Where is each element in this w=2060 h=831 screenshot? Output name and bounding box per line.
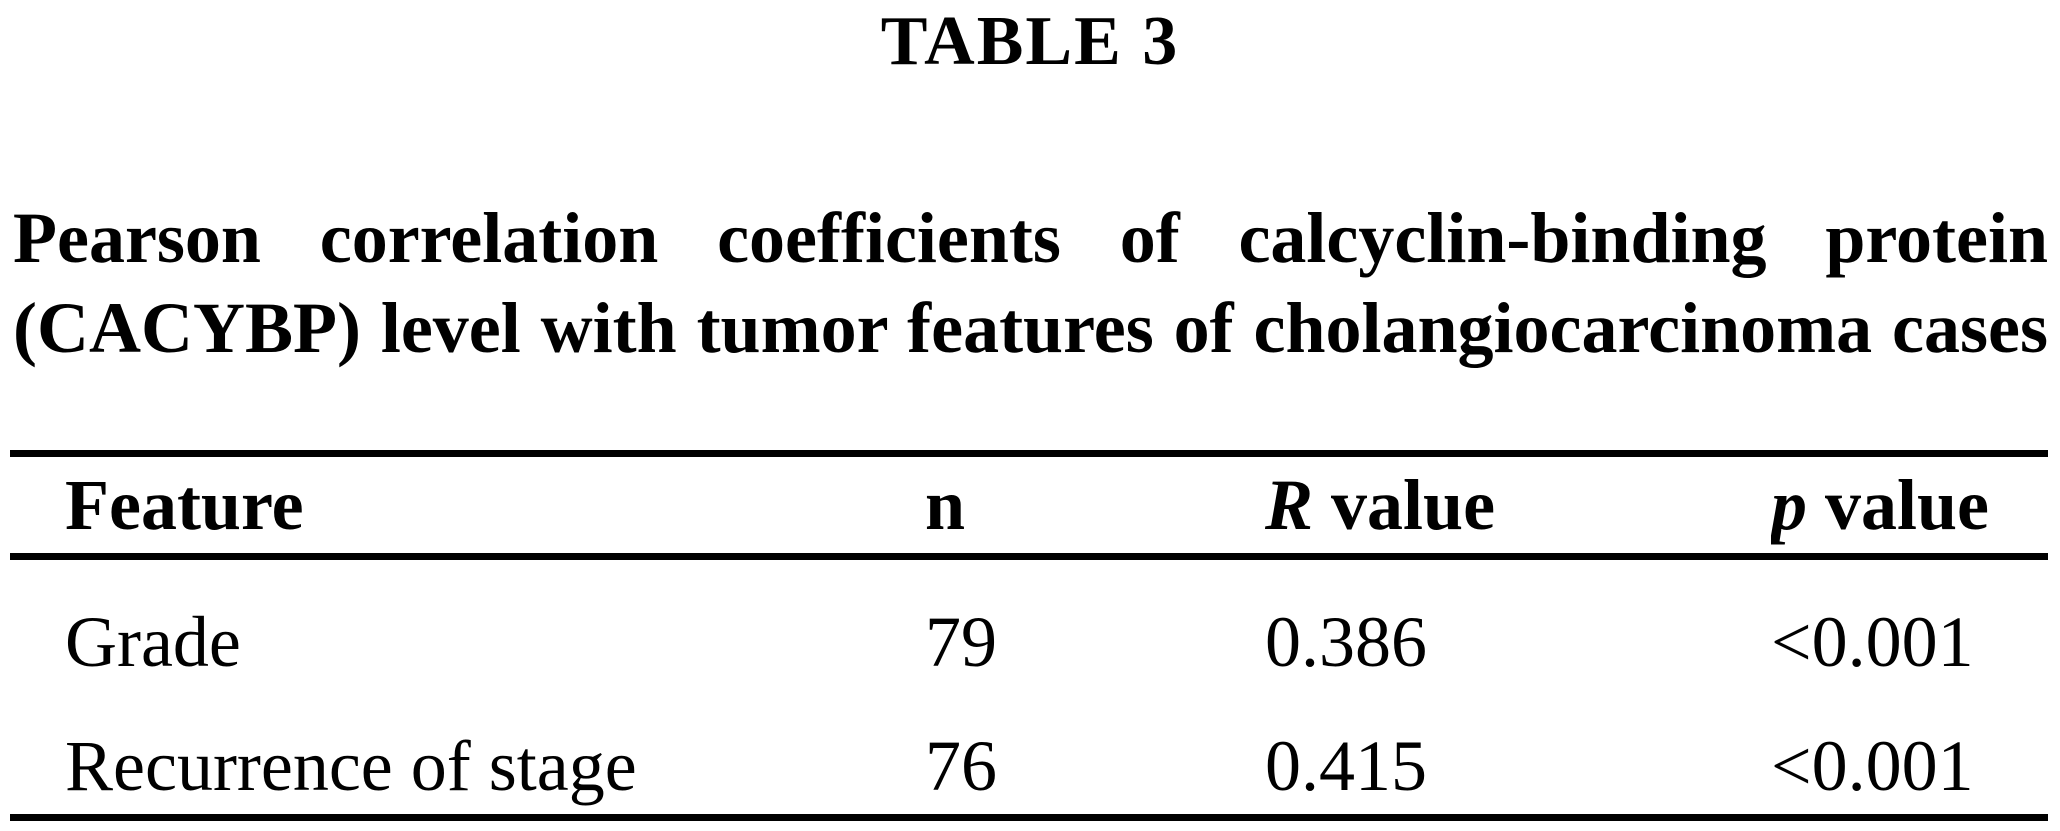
column-header-p-value-label: value: [1825, 465, 1990, 545]
column-header-n: n: [925, 453, 1265, 560]
column-header-r-value: R value: [1265, 453, 1771, 560]
table-number-heading: TABLE 3: [880, 3, 1180, 80]
cell-n: 76: [925, 726, 997, 806]
p-italic-symbol: p: [1771, 465, 1807, 545]
cell-p-value: <0.001: [1771, 602, 1974, 682]
column-header-feature-label: Feature: [65, 465, 304, 545]
cell-r-value: 0.386: [1265, 602, 1427, 682]
cell-feature: Recurrence of stage: [65, 726, 637, 806]
cell-p-value: <0.001: [1771, 726, 1974, 806]
cell-r-value: 0.415: [1265, 726, 1427, 806]
table-row-grade: Grade 79 0.386 <0.001: [10, 557, 2048, 685]
caption-line-2: (CACYBP) level with tumor features of ch…: [13, 288, 2048, 368]
correlation-table: Feature n R value p value Grade 79 0.386…: [10, 450, 2048, 821]
column-header-feature: Feature: [10, 453, 925, 560]
r-italic-symbol: R: [1265, 465, 1314, 545]
cell-feature: Grade: [65, 602, 241, 682]
table-row-recurrence-of-stage: Recurrence of stage 76 0.415 <0.001: [10, 684, 2048, 818]
cell-n: 79: [925, 602, 997, 682]
caption-line-1: Pearson correlation coefficients of calc…: [13, 198, 2048, 278]
header-row: Feature n R value p value: [10, 453, 2048, 560]
column-header-n-label: n: [925, 465, 966, 545]
table-caption: Pearson correlation coefficients of calc…: [13, 193, 2048, 373]
column-header-r-value-label: value: [1331, 465, 1496, 545]
column-header-p-value: p value: [1771, 453, 2048, 560]
